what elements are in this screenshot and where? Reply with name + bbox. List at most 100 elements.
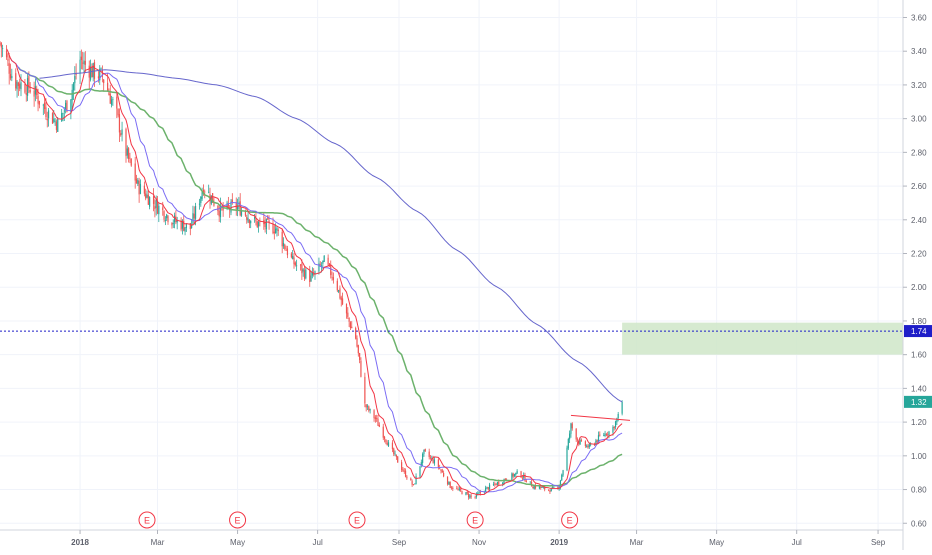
candle <box>57 116 59 132</box>
candle <box>247 212 249 224</box>
candle <box>34 78 37 102</box>
earnings-marker-label: E <box>472 516 478 526</box>
candle <box>332 272 334 284</box>
candle <box>466 490 468 495</box>
candle <box>112 96 114 106</box>
candle <box>240 207 243 217</box>
candle <box>383 435 386 443</box>
candle <box>126 145 128 159</box>
candle <box>163 210 165 223</box>
candle <box>63 107 65 121</box>
candle <box>524 472 526 482</box>
candle <box>313 268 315 277</box>
earnings-marker[interactable]: E <box>138 511 156 529</box>
earnings-marker[interactable]: E <box>229 511 247 529</box>
candle <box>613 426 615 431</box>
candle <box>486 486 488 490</box>
candle <box>71 84 73 110</box>
earnings-marker-label: E <box>235 516 241 526</box>
candle <box>373 409 375 422</box>
sma-200-line <box>39 69 623 403</box>
candle <box>103 78 105 92</box>
earnings-marker[interactable]: E <box>348 511 366 529</box>
y-tick-label: 2.80 <box>911 148 927 157</box>
candle <box>351 321 353 329</box>
candle <box>42 103 44 116</box>
y-tick-label: 3.00 <box>911 115 927 124</box>
candle <box>91 63 93 78</box>
earnings-marker[interactable]: E <box>561 511 579 529</box>
candle <box>201 187 203 201</box>
last-price-label-text: 1.32 <box>911 398 927 407</box>
candle <box>331 271 333 281</box>
candle <box>347 307 349 320</box>
candle <box>339 285 341 300</box>
x-tick-label: Jul <box>313 538 323 547</box>
price-axis[interactable]: 0.60 0.80 1.00 1.20 1.40 1.60 1.80 2.00 2.20 2.40… <box>902 0 932 550</box>
candle <box>587 443 589 449</box>
candle <box>147 190 149 205</box>
sma-short-line <box>6 48 623 496</box>
time-axis[interactable]: 2018 Mar May Jul Sep Nov 2019 Mar May Jul Sep <box>0 529 903 547</box>
candle <box>590 442 592 447</box>
candle <box>485 485 487 493</box>
x-tick-label: Nov <box>472 538 486 547</box>
candle <box>229 205 231 218</box>
candle <box>265 218 268 235</box>
candle <box>404 468 407 478</box>
earnings-marker-label: E <box>144 516 150 526</box>
candle <box>273 225 275 240</box>
earnings-marker[interactable]: E <box>466 511 484 529</box>
candle <box>302 268 304 277</box>
y-tick-label: 1.60 <box>911 351 927 360</box>
candle <box>167 214 169 225</box>
candle <box>387 439 390 447</box>
candle <box>614 420 617 430</box>
x-tick-label: May <box>230 538 245 547</box>
candle <box>368 405 370 413</box>
candle <box>393 447 395 457</box>
candle <box>143 181 145 197</box>
candle <box>428 448 430 460</box>
y-tick-label: 0.80 <box>911 486 927 495</box>
candle <box>8 52 10 85</box>
candle <box>166 213 168 222</box>
x-tick-label: Mar <box>630 538 644 547</box>
x-tick-label: 2019 <box>550 538 568 547</box>
candle <box>164 216 166 226</box>
candle <box>89 59 92 82</box>
candle <box>173 212 176 229</box>
candle <box>139 179 142 195</box>
candle <box>340 295 342 307</box>
candle <box>117 108 119 118</box>
candle <box>603 432 605 437</box>
candle <box>495 483 497 486</box>
candle <box>457 486 459 491</box>
candle <box>338 289 340 294</box>
target-zone[interactable] <box>622 322 903 355</box>
candle <box>109 84 111 104</box>
candle <box>171 222 173 229</box>
y-tick-label: 1.00 <box>911 452 927 461</box>
candle <box>65 100 67 114</box>
y-tick-label: 0.60 <box>911 519 927 528</box>
candle <box>605 432 607 437</box>
candle <box>172 219 174 229</box>
candle <box>88 60 90 89</box>
candle <box>579 437 581 445</box>
candle <box>250 220 252 229</box>
candle <box>604 430 606 438</box>
candle <box>128 147 130 163</box>
candle <box>217 205 219 216</box>
trendline[interactable] <box>570 414 631 421</box>
candle <box>348 317 350 328</box>
candle <box>137 177 139 186</box>
sma-long-line <box>17 66 623 487</box>
candle <box>264 216 266 233</box>
candle <box>496 481 499 486</box>
candle <box>26 73 29 102</box>
candle <box>134 156 136 189</box>
candle <box>110 95 113 108</box>
